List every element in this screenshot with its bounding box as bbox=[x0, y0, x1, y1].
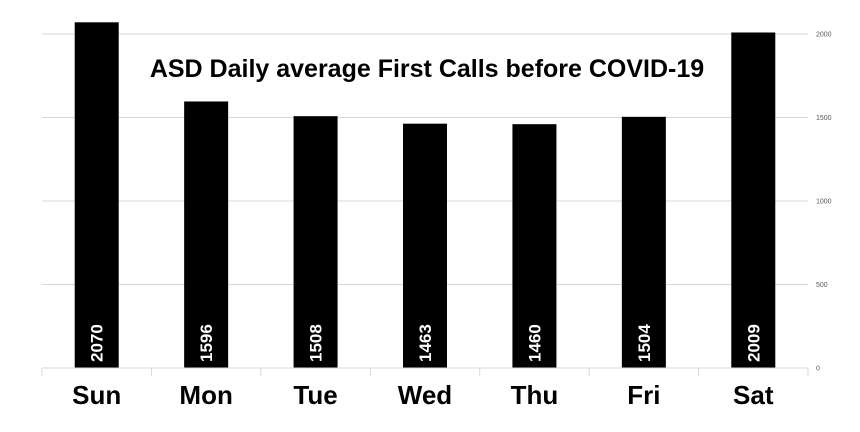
bars bbox=[74, 22, 776, 369]
y-tick-label: 1500 bbox=[816, 115, 832, 122]
bar-sat bbox=[731, 32, 776, 368]
data-label: 1460 bbox=[525, 324, 544, 362]
y-tick-label: 2000 bbox=[816, 32, 832, 39]
data-label: 1463 bbox=[416, 324, 435, 362]
x-tick-label: Tue bbox=[293, 380, 337, 410]
chart-title: ASD Daily average First Calls before COV… bbox=[150, 55, 704, 83]
bar-fri bbox=[621, 116, 666, 368]
x-tick-label: Thu bbox=[511, 380, 559, 410]
x-tick-label: Fri bbox=[627, 380, 660, 410]
data-label: 1508 bbox=[307, 324, 326, 362]
x-tick-label: Sun bbox=[72, 380, 121, 410]
data-label: 1504 bbox=[635, 324, 654, 362]
bar-sun bbox=[74, 22, 119, 369]
data-label: 2009 bbox=[744, 324, 763, 362]
data-label: 1596 bbox=[197, 324, 216, 362]
x-axis: Sun Mon Tue Wed Thu Fri Sat bbox=[41, 367, 809, 410]
x-tick-label: Wed bbox=[398, 380, 452, 410]
data-label: 2070 bbox=[88, 324, 107, 362]
bar-wed bbox=[403, 123, 447, 368]
bar-tue bbox=[293, 116, 338, 368]
x-tick-label: Sat bbox=[733, 380, 774, 410]
y-tick-label: 1000 bbox=[816, 199, 832, 206]
bar-thu bbox=[512, 124, 557, 369]
y-axis-ticks: 0 500 1000 1500 2000 bbox=[816, 32, 832, 373]
y-tick-label: 500 bbox=[816, 282, 828, 289]
bar-mon bbox=[184, 101, 229, 368]
data-labels: 2070 1596 1508 1463 1460 1504 2009 bbox=[88, 324, 764, 362]
y-tick-label: 0 bbox=[816, 366, 820, 373]
x-tick-label: Mon bbox=[179, 380, 232, 410]
